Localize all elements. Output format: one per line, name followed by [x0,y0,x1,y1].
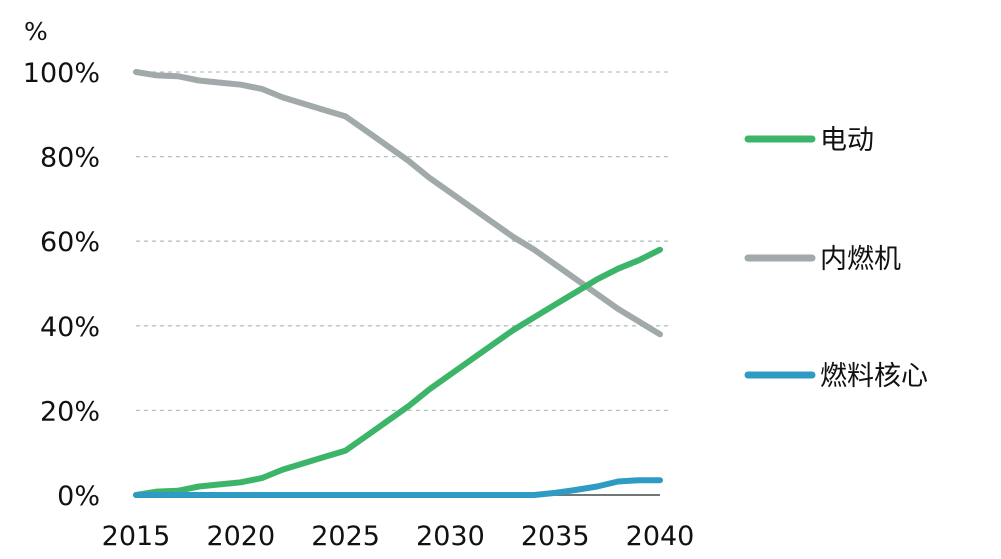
x-tick-label: 2020 [206,521,275,552]
unit-label: % [24,17,48,46]
series-line-2 [133,477,663,498]
y-tick-label: 80% [40,143,100,174]
series-line-1 [133,69,663,338]
legend-label: 内燃机 [820,244,901,275]
legend-label: 电动 [820,125,874,156]
y-tick-label: 20% [40,396,100,427]
y-tick-label: 100% [23,58,100,89]
gridlines [136,71,668,412]
x-tick-label: 2035 [521,521,590,552]
y-tick-label: 60% [40,227,100,258]
y-tick-labels: 0% 20% 40% 60% 80% 100% [23,58,100,512]
legend-label: 燃料核心 [820,361,928,392]
y-tick-label: 40% [40,312,100,343]
x-tick-label: 2015 [102,521,171,552]
series-line-0 [133,246,663,498]
series-lines [133,69,663,498]
x-tick-label: 2025 [311,521,380,552]
x-tick-label: 2030 [416,521,485,552]
x-tick-labels: 2015 2020 2025 2030 2035 2040 [102,521,695,552]
y-tick-label: 0% [57,481,100,512]
x-tick-label: 2040 [626,521,695,552]
